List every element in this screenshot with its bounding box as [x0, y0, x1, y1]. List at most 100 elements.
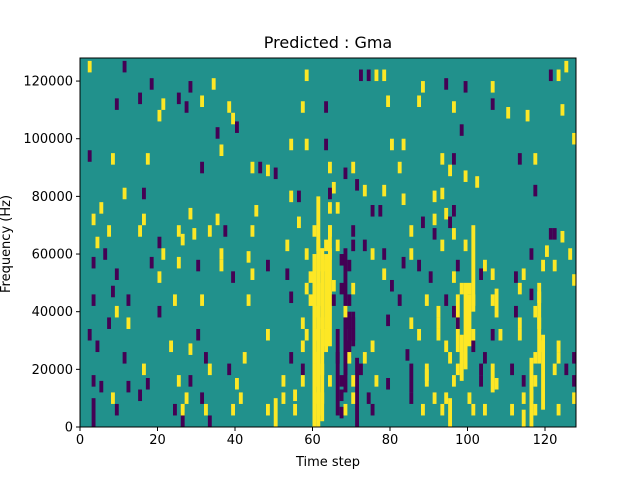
heatmap-cell	[390, 279, 394, 292]
heatmap-cell	[204, 352, 208, 364]
heatmap-cell	[552, 228, 557, 240]
heatmap-cell	[111, 285, 115, 298]
heatmap-cell	[498, 328, 503, 341]
heatmap-cell	[176, 92, 181, 105]
heatmap-band	[273, 398, 278, 427]
heatmap-cell	[424, 375, 429, 387]
heatmap-band	[463, 282, 468, 370]
heatmap-cell	[231, 112, 236, 125]
heatmap-cell	[207, 225, 212, 237]
heatmap-cell	[572, 375, 577, 387]
heatmap-cell	[397, 294, 402, 306]
heatmap-cell	[343, 305, 348, 318]
heatmap-cell	[343, 167, 348, 180]
heatmap-band	[467, 294, 472, 347]
heatmap-cell	[568, 248, 573, 260]
heatmap-cell	[316, 403, 321, 416]
heatmap-cell	[149, 78, 154, 90]
heatmap-cell	[176, 256, 181, 269]
heatmap-cell	[533, 305, 538, 318]
heatmap-cell	[188, 375, 193, 387]
heatmap-cell	[541, 259, 546, 272]
heatmap-cell	[312, 363, 317, 376]
heatmap-cell	[366, 392, 371, 404]
heatmap-cell	[452, 305, 456, 318]
heatmap-cell	[452, 375, 456, 387]
heatmap-cell	[479, 375, 484, 387]
heatmap-band	[347, 311, 352, 358]
heatmap-cell	[324, 239, 329, 252]
heatmap-cell	[537, 317, 542, 329]
heatmap-cell	[374, 69, 379, 82]
heatmap-cell	[335, 352, 340, 364]
heatmap-cell	[297, 190, 301, 203]
heatmap-cell	[235, 121, 239, 133]
heatmap-cell	[529, 389, 534, 402]
heatmap-cell	[440, 153, 445, 165]
heatmap-cell	[316, 259, 321, 272]
heatmap-cell	[316, 282, 321, 295]
heatmap-cell	[370, 205, 375, 217]
heatmap-cell	[560, 104, 565, 116]
heatmap-cell	[328, 248, 332, 260]
heatmap-cell	[564, 363, 569, 376]
heatmap-cell	[122, 187, 127, 200]
heatmap-cell	[533, 403, 538, 416]
chart-title: Predicted : Gma	[264, 33, 392, 52]
heatmap-cell	[417, 95, 422, 108]
heatmap-cell	[95, 236, 100, 249]
heatmap-band	[324, 254, 329, 347]
heatmap-cell	[448, 216, 453, 229]
heatmap-cell	[351, 328, 356, 341]
heatmap-cell	[107, 317, 112, 329]
heatmap-cell	[335, 328, 340, 341]
heatmap-cell	[91, 294, 96, 306]
heatmap-cell	[529, 248, 534, 260]
heatmap-cell	[514, 305, 518, 318]
heatmap-cell	[200, 294, 205, 306]
heatmap-cell	[250, 161, 255, 174]
heatmap-band	[312, 254, 317, 427]
heatmap-cell	[231, 271, 236, 283]
heatmap-cell	[444, 207, 449, 220]
heatmap-cell	[541, 340, 546, 353]
heatmap-cell	[285, 268, 290, 280]
heatmap-cell	[211, 78, 216, 90]
heatmap-cell	[510, 403, 515, 416]
heatmap-cell	[142, 187, 146, 200]
heatmap-cell	[328, 161, 332, 174]
heatmap-cell	[514, 271, 518, 283]
heatmap-cell	[91, 213, 96, 226]
heatmap-band	[207, 415, 212, 427]
heatmap-cell	[219, 144, 224, 157]
heatmap-cell	[552, 259, 557, 272]
heatmap-cell	[215, 127, 220, 139]
heatmap-cell	[452, 153, 456, 165]
heatmap-cell	[227, 363, 232, 376]
y-axis: 0 20000 40000 60000 80000 100000 120000	[23, 75, 80, 436]
heatmap-cell	[111, 392, 115, 404]
x-tick-label: 60	[304, 433, 321, 448]
heatmap-cell	[161, 98, 166, 110]
heatmap-cell	[231, 403, 236, 416]
heatmap-cell	[467, 282, 472, 295]
heatmap-cell	[250, 225, 255, 237]
heatmap-cell	[548, 69, 553, 82]
heatmap-cell	[556, 69, 561, 82]
heatmap-cell	[331, 279, 336, 292]
heatmap-cell	[196, 259, 201, 272]
heatmap-cell	[320, 363, 325, 376]
heatmap-cell	[386, 95, 391, 108]
heatmap-cell	[335, 202, 340, 214]
heatmap-cell	[490, 98, 495, 110]
heatmap-band	[409, 363, 414, 393]
heatmap-cell	[459, 282, 464, 295]
heatmap-cell	[324, 138, 329, 151]
heatmap-cell	[397, 161, 402, 174]
heatmap-cell	[300, 363, 305, 376]
heatmap-band	[471, 225, 476, 312]
plot-frame	[79, 57, 577, 428]
heatmap-cell	[452, 101, 456, 113]
heatmap-cell	[281, 375, 286, 387]
